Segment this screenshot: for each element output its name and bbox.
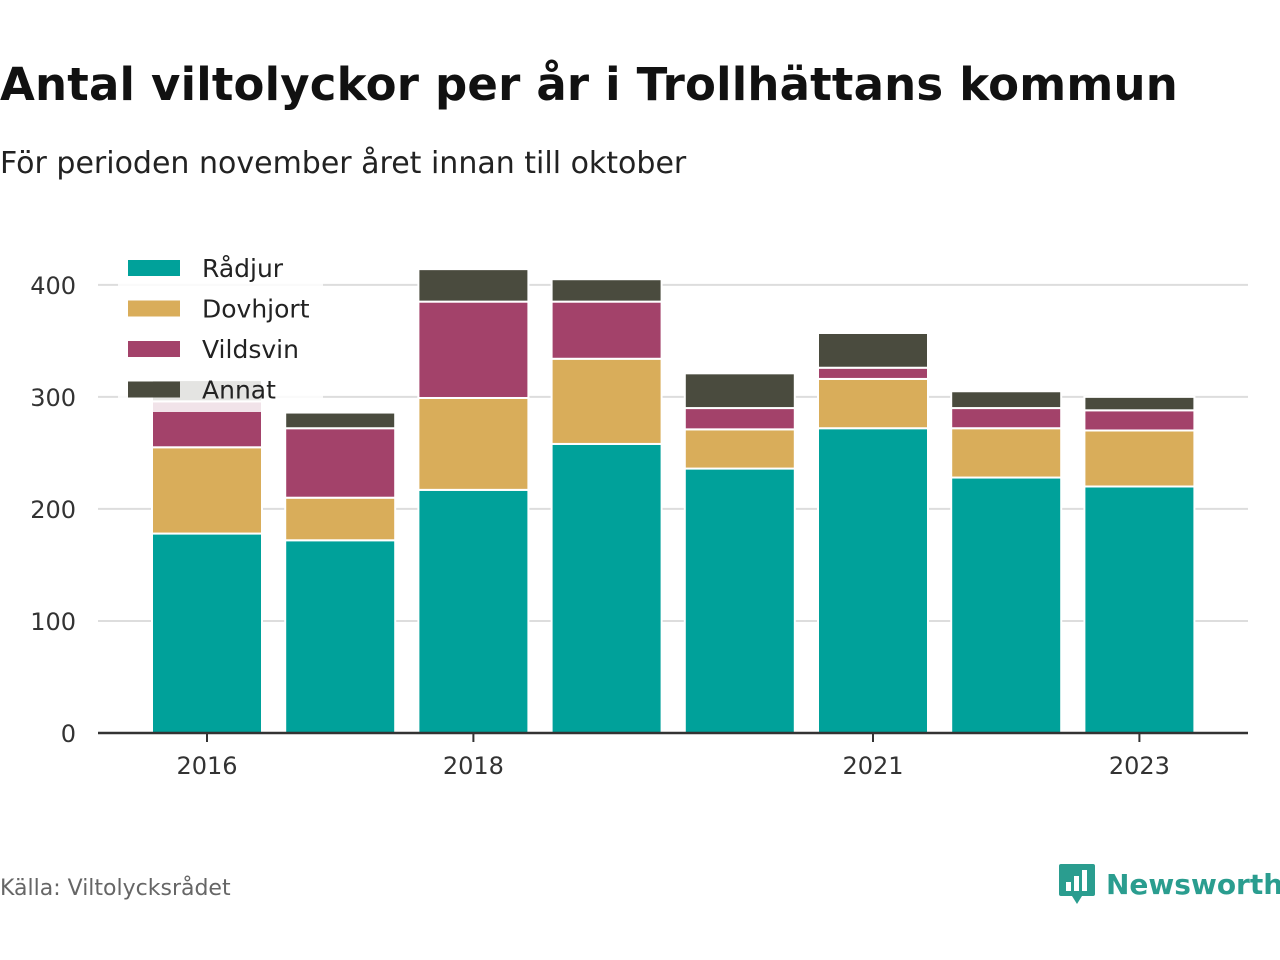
bar-segment-2021-3 <box>817 331 929 369</box>
x-tick-label: 2021 <box>842 752 903 780</box>
chart-subtitle: För perioden november året innan till ok… <box>0 146 687 181</box>
legend-label-2: Vildsvin <box>202 335 299 364</box>
x-axis: 2016 2018 2021 2023 <box>98 731 1248 780</box>
y-axis: 0 100 200 300 400 <box>30 272 76 748</box>
bar-segment-2020-3 <box>683 372 796 410</box>
y-tick-label: 0 <box>61 720 76 748</box>
bar-segment-2022-0 <box>950 476 1063 735</box>
bar-segment-2017-3 <box>284 411 397 430</box>
legend-swatch-2 <box>128 341 180 357</box>
bar-chart-logo-icon <box>1059 864 1095 904</box>
bar-segment-2019-0 <box>550 442 663 734</box>
bar-segment-2020-2 <box>683 407 796 431</box>
bar-segment-2019-3 <box>550 278 663 303</box>
bar-segment-2019-2 <box>550 300 663 360</box>
bar-segment-2016-0 <box>151 532 263 734</box>
legend: Rådjur Dovhjort Vildsvin Annat <box>118 248 323 412</box>
bar-segment-2020-1 <box>683 428 796 470</box>
chart-title: Antal viltolyckor per år i Trollhättans … <box>0 58 1178 111</box>
bar-segment-2023-1 <box>1083 429 1196 488</box>
bar-segment-2022-1 <box>950 427 1063 479</box>
bar-segment-2017-1 <box>284 496 397 542</box>
bar-segment-2018-0 <box>417 488 530 734</box>
bar-segment-2021-1 <box>817 377 929 430</box>
bar-segment-2018-1 <box>417 396 530 491</box>
legend-label-1: Dovhjort <box>202 295 310 324</box>
legend-swatch-1 <box>128 300 180 317</box>
legend-label-3: Annat <box>202 376 276 405</box>
bar-segment-2023-3 <box>1083 395 1196 412</box>
x-tick-label: 2016 <box>176 752 237 780</box>
bar-segment-2016-1 <box>151 446 263 535</box>
stacked-bar-chart: 0 100 200 300 400 2016 2018 2021 2023 Rådjur Dov… <box>30 248 1248 780</box>
y-tick-label: 400 <box>30 272 76 300</box>
legend-label-0: Rådjur <box>202 254 284 283</box>
bar-segment-2018-2 <box>417 300 530 399</box>
bar-segment-2022-2 <box>950 407 1063 430</box>
bar-segment-2020-0 <box>683 467 796 734</box>
legend-swatch-0 <box>128 260 180 276</box>
bar-segment-2023-2 <box>1083 409 1196 432</box>
bar-segment-2019-1 <box>550 357 663 445</box>
y-tick-label: 200 <box>30 496 76 524</box>
brand-logo: Newsworthy <box>1058 862 1280 906</box>
bar-segment-2017-2 <box>284 427 397 499</box>
brand-name: Newsworthy <box>1106 867 1280 901</box>
bars <box>151 268 1196 735</box>
source-note: Källa: Viltolycksrådet <box>0 876 231 901</box>
x-tick-label: 2018 <box>443 752 504 780</box>
bar-segment-2018-3 <box>417 268 530 303</box>
bar-segment-2021-0 <box>817 427 929 734</box>
legend-swatch-3 <box>128 381 180 398</box>
y-tick-label: 300 <box>30 384 76 412</box>
bar-segment-2023-0 <box>1083 485 1196 734</box>
y-tick-label: 100 <box>30 608 76 636</box>
bar-segment-2022-3 <box>950 390 1063 410</box>
x-tick-label: 2023 <box>1109 752 1170 780</box>
bar-segment-2017-0 <box>284 539 397 734</box>
bar-segment-2021-2 <box>817 366 929 380</box>
